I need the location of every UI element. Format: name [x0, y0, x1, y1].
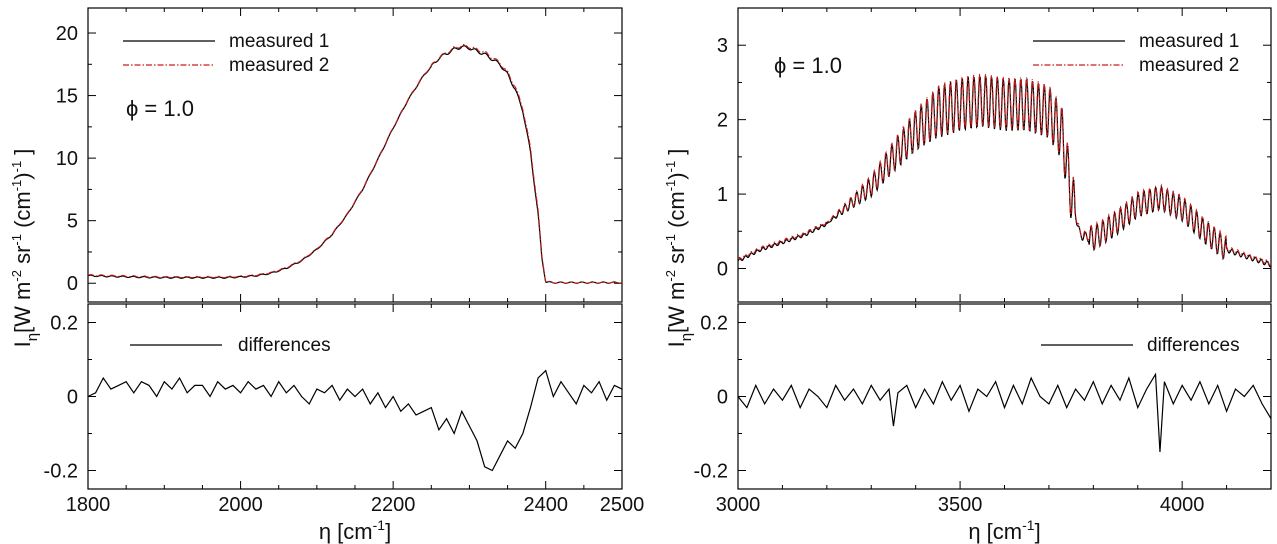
x-tick-label: 3000 — [716, 494, 761, 516]
y-tick-label: 1 — [717, 184, 728, 206]
y-axis-title: Iη[W m-2 sr-1 (cm-1)-1 ] — [9, 149, 41, 348]
x-tick-label: 2500 — [600, 494, 645, 516]
phi-annotation: ϕ = 1.0 — [126, 96, 194, 121]
y-tick-label: -0.2 — [694, 461, 728, 483]
legend-label: differences — [1147, 335, 1240, 356]
y-tick-label: 3 — [717, 35, 728, 57]
legend-label: measured 1 — [229, 31, 329, 52]
panel-right-bottom: 3000 3500 4000 -0.2 0 0.2 differences η [cm-1] — [694, 303, 1272, 544]
series-line-measured-1 — [88, 45, 622, 284]
series-line-measured-1 — [738, 73, 1271, 268]
legend-label: measured 2 — [229, 55, 329, 76]
legend-label: differences — [238, 335, 331, 356]
x-axis-title: η [cm-1] — [968, 517, 1040, 544]
y-tick-label: 0 — [67, 273, 78, 295]
y-tick-label: 15 — [56, 86, 78, 108]
y-tick-label: 0 — [67, 387, 78, 409]
series-line-measured-2 — [88, 43, 622, 284]
y-tick-label: 0.2 — [50, 313, 78, 335]
y-axis-titles: Iη[W m-2 sr-1 (cm-1)-1 ] Iη[W m-2 sr-1 (c… — [9, 149, 695, 348]
y-tick-label: 0.2 — [700, 313, 728, 335]
y-tick-label: 10 — [56, 148, 78, 170]
y-tick-label: -0.2 — [44, 461, 78, 483]
x-axis-title: η [cm-1] — [319, 517, 391, 544]
x-tick-label: 2200 — [371, 494, 416, 516]
x-tick-label: 1800 — [66, 494, 111, 516]
y-tick-label: 0 — [717, 387, 728, 409]
x-tick-label: 2400 — [523, 494, 568, 516]
panel-left-bottom: 1800 2000 2200 2400 2500 -0.2 0 0.2 differences η… — [44, 303, 645, 544]
y-tick-label: 0 — [717, 259, 728, 281]
x-tick-label: 3500 — [938, 494, 983, 516]
x-tick-label: 4000 — [1160, 494, 1205, 516]
series-line-differences — [88, 369, 622, 472]
y-tick-label: 5 — [67, 211, 78, 233]
series-line-measured-2 — [738, 73, 1271, 266]
legend-label: measured 1 — [1139, 31, 1239, 52]
panel-left-top: 0 5 10 15 20 measured 1 measured 2 ϕ = 1.0 — [56, 7, 623, 303]
y-tick-label: 2 — [717, 110, 728, 132]
panel-right-top: 0 1 2 3 measured 1 measured 2 ϕ = 1.0 — [717, 7, 1272, 303]
series-line-differences — [738, 372, 1271, 453]
y-tick-label: 20 — [56, 23, 78, 45]
phi-annotation: ϕ = 1.0 — [774, 53, 842, 78]
legend-label: measured 2 — [1139, 55, 1239, 76]
x-tick-label: 2000 — [218, 494, 263, 516]
y-axis-title: Iη[W m-2 sr-1 (cm-1)-1 ] — [663, 149, 695, 348]
